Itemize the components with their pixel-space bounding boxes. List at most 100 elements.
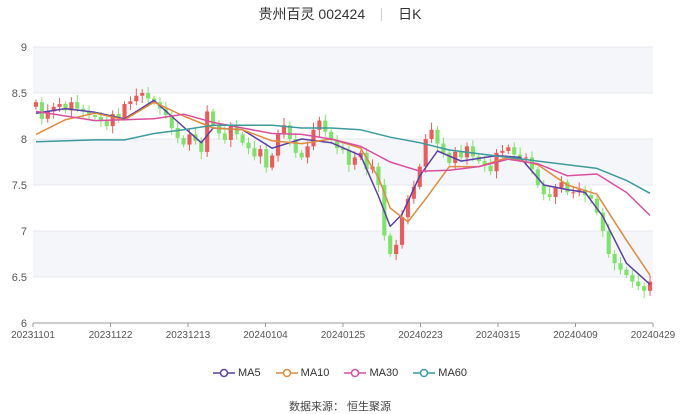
candle-body: [169, 115, 174, 128]
candle-body: [222, 133, 227, 140]
candle-body: [612, 254, 617, 264]
data-source: 数据来源： 恒生聚源: [288, 401, 392, 413]
candle-body: [199, 140, 204, 152]
candle-body: [642, 286, 647, 291]
candle-body: [92, 115, 98, 117]
x-tick-label: 20231213: [166, 330, 211, 341]
candle-body: [205, 111, 210, 152]
legend-dot: [420, 368, 429, 378]
candle-body: [146, 93, 151, 99]
candle-body: [447, 152, 452, 163]
candle-body: [394, 244, 399, 254]
candle-body: [506, 147, 511, 151]
candle-body: [116, 114, 121, 118]
x-tick-label: 20240125: [321, 330, 366, 341]
x-tick-label: 20240223: [398, 330, 443, 341]
legend-item-ma30[interactable]: MA30: [344, 367, 398, 379]
candle-body: [51, 106, 56, 112]
candle-body: [594, 198, 599, 213]
candle-body: [429, 129, 434, 139]
y-tick-label: 8: [21, 134, 27, 146]
stock-name: 贵州百灵 002424: [258, 6, 366, 22]
candle-body: [252, 148, 257, 157]
candle-body: [600, 212, 605, 231]
candle-body: [606, 231, 611, 254]
candle-body: [122, 104, 127, 118]
legend-item-ma5[interactable]: MA5: [212, 367, 261, 379]
candle-body: [211, 111, 216, 126]
candle-body: [500, 150, 505, 153]
candle-body: [636, 281, 641, 287]
candles: [33, 86, 653, 298]
candle-body: [364, 152, 369, 170]
candle-body: [57, 104, 62, 107]
legend-label: MA60: [438, 367, 468, 379]
candle-body: [352, 157, 357, 165]
candle-body: [104, 120, 109, 127]
candle-body: [275, 134, 281, 156]
candle-body: [523, 157, 529, 159]
candle-body: [75, 102, 80, 109]
grid-band: [33, 231, 653, 277]
candle-body: [81, 108, 86, 112]
candle-body: [281, 125, 287, 135]
candle-body: [423, 139, 428, 167]
chart-title: 贵州百灵 002424 日K: [0, 4, 680, 24]
candle-body: [228, 126, 233, 140]
candle-body: [335, 139, 340, 149]
candle-body: [618, 263, 623, 270]
y-tick-label: 8.5: [12, 88, 27, 100]
candle-body: [246, 142, 251, 149]
candle-body: [134, 95, 139, 102]
candle-body: [624, 269, 629, 276]
candle-body: [376, 166, 381, 185]
legend-dot: [219, 368, 229, 378]
candle-body: [305, 146, 310, 158]
legend-marker-ma60: [413, 368, 436, 378]
x-tick-label: 20240315: [476, 330, 521, 341]
candle-body: [33, 102, 39, 107]
legend-marker-ma10: [275, 368, 298, 378]
legend: MA5 MA10 MA30 MA60: [0, 367, 680, 381]
line-ma5: [35, 99, 651, 285]
candle-body: [98, 116, 103, 121]
candle-body: [140, 93, 145, 96]
line-ma60: [35, 124, 651, 194]
legend-item-ma10[interactable]: MA10: [275, 367, 329, 379]
candle-body: [405, 198, 411, 218]
legend-item-ma60[interactable]: MA60: [413, 367, 467, 379]
candle-body: [293, 139, 298, 153]
y-tick-label: 6: [21, 318, 27, 330]
candle-body: [571, 192, 576, 194]
y-tick-label: 6.5: [12, 272, 27, 284]
period-label: 日K: [398, 6, 422, 22]
candle-body: [187, 134, 192, 145]
title-divider: [381, 8, 383, 21]
candle-body: [388, 235, 393, 254]
candle-body: [317, 120, 322, 130]
line-ma30: [35, 110, 651, 216]
legend-marker-ma30: [344, 368, 367, 378]
candle-body: [299, 152, 304, 158]
candle-body: [630, 275, 635, 282]
candle-body: [216, 125, 222, 134]
candle-body: [459, 151, 464, 158]
candle-body: [311, 129, 316, 147]
candle-body: [63, 104, 68, 111]
candle-body: [411, 186, 416, 199]
candle-body: [323, 120, 328, 132]
candle-body: [340, 148, 346, 151]
x-tick-label: 20231122: [89, 330, 133, 341]
x-tick-label: 20240104: [243, 330, 288, 341]
candle-body: [240, 134, 245, 143]
candle-body: [559, 182, 564, 188]
candle-body: [45, 111, 50, 119]
candle-body: [453, 151, 458, 163]
legend-label: MA5: [237, 367, 261, 379]
candle-body: [264, 149, 269, 168]
candle-body: [329, 131, 334, 140]
y-tick-label: 9: [21, 42, 27, 54]
y-tick-label: 7.5: [12, 180, 27, 192]
candle-body: [234, 126, 239, 135]
grid-band: [33, 47, 653, 93]
